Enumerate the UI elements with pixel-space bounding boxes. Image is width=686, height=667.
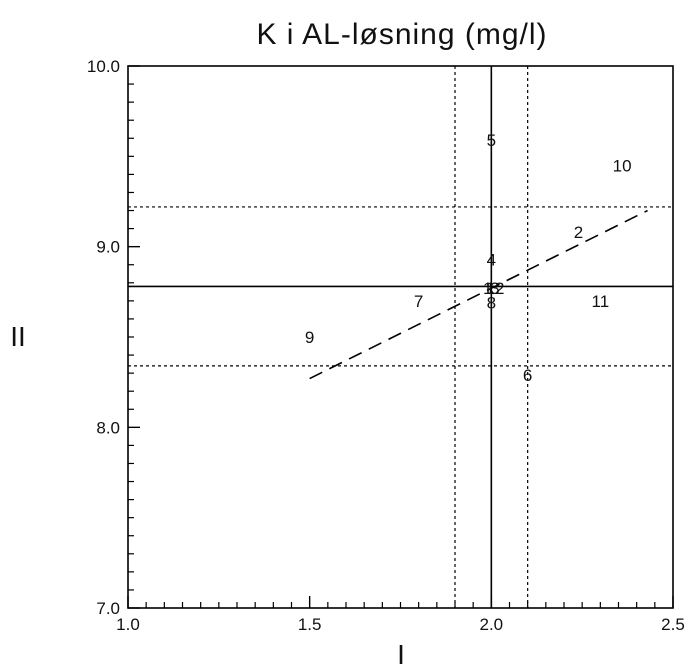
data-point-7: 7 (414, 292, 423, 311)
data-point-10: 10 (613, 156, 632, 175)
regression-line-group (309, 209, 648, 380)
x-tick-label: 1.0 (116, 615, 140, 634)
data-point-3: 3 (490, 279, 499, 298)
x-tick-label: 2.0 (480, 615, 504, 634)
x-axis-label: I (397, 639, 405, 667)
data-point-5: 5 (487, 131, 496, 150)
data-point-8: 8 (487, 294, 496, 313)
plot-frame (127, 65, 674, 609)
data-point-2: 2 (574, 223, 583, 242)
y-tick-label: 7.0 (96, 599, 120, 618)
data-point-4: 4 (487, 250, 496, 269)
x-tick-label: 2.5 (661, 615, 685, 634)
data-point-12: 12 (486, 279, 505, 298)
reference-lines (128, 66, 673, 608)
chart-title: K i AL-løsning (mg/l) (256, 18, 547, 51)
y-tick-label: 10.0 (87, 57, 120, 76)
regression-line (309, 209, 648, 380)
y-tick-label: 9.0 (96, 238, 120, 257)
x-tick-label: 1.5 (298, 615, 322, 634)
data-point-11: 11 (592, 292, 610, 311)
data-point-1: 1 (483, 279, 492, 298)
y-axis-label: II (10, 321, 26, 352)
data-point-9: 9 (305, 328, 314, 347)
major-ticks: 1.0 1.5 2.0 2.5 7.0 8.0 9.0 10.0 (87, 57, 685, 634)
minor-ticks (128, 83, 656, 608)
data-point-6: 6 (523, 366, 532, 385)
y-tick-label: 8.0 (96, 418, 120, 437)
